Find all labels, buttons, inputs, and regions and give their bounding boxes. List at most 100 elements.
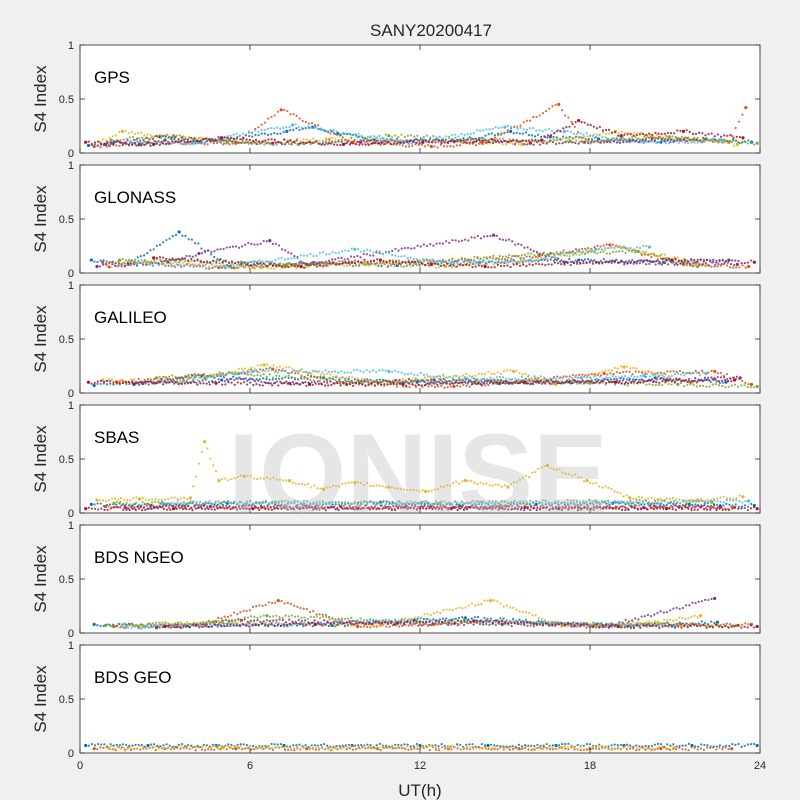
trace-point bbox=[246, 373, 250, 376]
trace-point bbox=[269, 126, 272, 130]
trace-point bbox=[191, 138, 194, 141]
trace-point bbox=[464, 372, 468, 375]
trace-point bbox=[690, 264, 693, 267]
trace-point bbox=[403, 246, 407, 250]
trace-point bbox=[344, 377, 348, 380]
trace-point bbox=[161, 134, 164, 138]
trace-point bbox=[219, 141, 223, 144]
trace-point bbox=[484, 139, 487, 142]
trace-point bbox=[378, 369, 381, 372]
trace-point bbox=[279, 141, 283, 144]
trace-point bbox=[244, 133, 248, 136]
trace-point bbox=[155, 382, 159, 385]
trace-point bbox=[106, 379, 109, 383]
trace-point bbox=[266, 141, 269, 144]
trace-point bbox=[206, 447, 209, 450]
trace-point bbox=[230, 381, 233, 384]
trace-point bbox=[387, 263, 390, 267]
trace-point bbox=[282, 126, 285, 130]
trace-point bbox=[676, 256, 679, 259]
trace-point bbox=[567, 380, 570, 383]
trace-point bbox=[276, 380, 279, 383]
trace-point bbox=[442, 145, 446, 148]
trace-point bbox=[497, 379, 500, 382]
trace-point bbox=[180, 139, 183, 143]
trace-point bbox=[503, 131, 506, 134]
trace-point bbox=[254, 138, 258, 141]
trace-point bbox=[303, 377, 306, 380]
trace-point bbox=[476, 234, 479, 238]
trace-point bbox=[237, 367, 240, 371]
trace-point bbox=[487, 266, 490, 269]
trace-point bbox=[259, 242, 262, 245]
trace-point bbox=[640, 378, 643, 381]
trace-point bbox=[250, 373, 253, 376]
trace-point bbox=[490, 266, 493, 269]
trace-point bbox=[359, 369, 362, 373]
trace-point bbox=[430, 381, 433, 384]
trace-point bbox=[320, 265, 323, 268]
trace-point bbox=[619, 492, 622, 495]
trace-point bbox=[465, 260, 469, 263]
trace-point bbox=[400, 255, 403, 258]
trace-point bbox=[484, 134, 487, 137]
trace-point bbox=[492, 377, 495, 380]
trace-point bbox=[426, 244, 429, 247]
trace-point bbox=[617, 139, 620, 142]
trace-point bbox=[388, 259, 391, 262]
trace-point bbox=[447, 136, 451, 140]
trace-point bbox=[525, 255, 528, 258]
trace-point bbox=[400, 133, 403, 136]
trace-point bbox=[495, 376, 498, 379]
trace-point bbox=[491, 141, 494, 145]
trace-point bbox=[555, 136, 558, 139]
trace-point bbox=[271, 260, 274, 263]
trace-point bbox=[349, 371, 352, 374]
data-point bbox=[89, 502, 93, 506]
trace-point bbox=[521, 139, 525, 142]
trace-point bbox=[160, 378, 163, 381]
trace-point bbox=[307, 125, 310, 128]
trace-point bbox=[489, 234, 492, 238]
trace-point bbox=[357, 260, 360, 263]
trace-point bbox=[362, 139, 365, 142]
trace-point bbox=[248, 130, 251, 133]
trace-point bbox=[694, 503, 697, 506]
trace-point bbox=[413, 135, 416, 138]
trace-point bbox=[384, 140, 387, 143]
trace-point bbox=[152, 379, 155, 382]
trace-point bbox=[335, 375, 338, 378]
trace-point bbox=[659, 377, 662, 380]
trace-point bbox=[634, 135, 637, 138]
trace-point bbox=[102, 380, 106, 384]
trace-point bbox=[417, 379, 420, 382]
trace-point bbox=[259, 374, 262, 377]
trace-point bbox=[613, 377, 616, 381]
data-point bbox=[540, 138, 544, 142]
trace-point bbox=[504, 255, 508, 258]
trace-point bbox=[448, 241, 451, 244]
trace-point bbox=[713, 140, 716, 143]
trace-point bbox=[143, 254, 146, 257]
trace-point bbox=[448, 376, 451, 379]
trace-point bbox=[202, 382, 205, 385]
trace-point bbox=[607, 369, 610, 372]
trace-point bbox=[196, 374, 199, 377]
series-5 bbox=[135, 244, 652, 269]
trace-point bbox=[346, 257, 349, 261]
trace-point bbox=[473, 137, 476, 140]
trace-point bbox=[187, 238, 190, 241]
trace-point bbox=[205, 267, 208, 270]
trace-point bbox=[683, 379, 686, 383]
trace-point bbox=[413, 373, 416, 376]
data-point bbox=[676, 382, 680, 386]
trace-point bbox=[623, 131, 627, 135]
trace-point bbox=[456, 379, 459, 382]
trace-point bbox=[601, 380, 605, 383]
trace-point bbox=[648, 262, 651, 265]
trace-point bbox=[483, 235, 486, 238]
trace-point bbox=[514, 243, 517, 246]
